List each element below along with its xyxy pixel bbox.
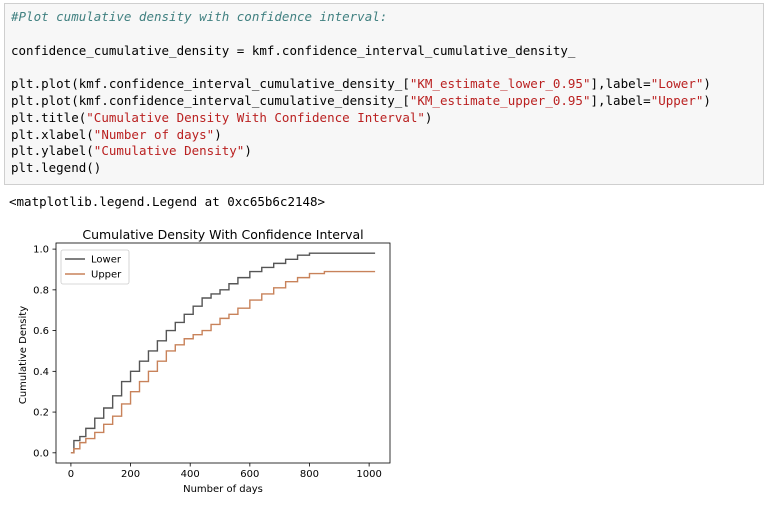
code-text: ) bbox=[214, 126, 222, 142]
code-text: plt.xlabel( bbox=[11, 126, 94, 142]
y-tick-label: 0.8 bbox=[33, 285, 49, 296]
x-tick-label: 400 bbox=[181, 469, 200, 480]
y-tick-label: 0.6 bbox=[33, 326, 49, 337]
code-string: "Number of days" bbox=[93, 126, 215, 142]
code-line: plt.ylabel("Cumulative Density") bbox=[11, 143, 252, 159]
code-text: plt.plot(kmf.confidence_interval_cumulat… bbox=[11, 76, 410, 92]
plot-frame bbox=[55, 242, 391, 464]
x-tick-label: 200 bbox=[121, 469, 140, 480]
code-cell[interactable]: #Plot cumulative density with confidence… bbox=[4, 3, 764, 185]
x-tick-label: 1000 bbox=[356, 469, 381, 480]
code-text: ],label= bbox=[590, 93, 651, 108]
y-tick-label: 0.0 bbox=[33, 448, 49, 459]
y-tick-label: 1.0 bbox=[33, 245, 49, 256]
series-line-upper bbox=[70, 270, 376, 454]
chart-title: Cumulative Density With Confidence Inter… bbox=[82, 227, 363, 242]
code-string: "Lower" bbox=[650, 76, 704, 92]
code-line: plt.legend() bbox=[11, 160, 101, 176]
code-string: "KM_estimate_upper_0.95" bbox=[409, 93, 591, 108]
code-text: plt.title( bbox=[11, 109, 87, 125]
chart: Cumulative Density With Confidence Inter… bbox=[18, 227, 391, 495]
code-comment: #Plot cumulative density with confidence… bbox=[11, 9, 388, 24]
code-text: ) bbox=[703, 76, 711, 92]
code-line: plt.plot(kmf.confidence_interval_cumulat… bbox=[11, 76, 711, 92]
y-tick-label: 0.4 bbox=[33, 367, 49, 378]
code-text: ) bbox=[244, 143, 252, 159]
y-axis-label: Cumulative Density bbox=[18, 306, 29, 404]
x-tick-label: 600 bbox=[240, 469, 259, 480]
x-tick-label: 0 bbox=[68, 469, 74, 480]
code-text: confidence_cumulative_density = kmf.conf… bbox=[11, 42, 576, 58]
code-string: "Upper" bbox=[650, 93, 704, 108]
code-text: ) bbox=[424, 109, 433, 125]
legend-label-lower: Lower bbox=[91, 255, 122, 266]
code-line: plt.title("Cumulative Density With Confi… bbox=[11, 110, 432, 126]
code-string: "KM_estimate_lower_0.95" bbox=[409, 76, 591, 92]
series-line-lower bbox=[70, 252, 376, 454]
code-string: "Cumulative Density With Confidence Inte… bbox=[86, 109, 425, 125]
output-repr: <matplotlib.legend.Legend at 0xc65b6c214… bbox=[9, 194, 326, 209]
y-tick-label: 0.2 bbox=[33, 408, 49, 419]
legend-label-upper: Upper bbox=[91, 270, 122, 281]
code-text: plt.ylabel( bbox=[11, 143, 94, 159]
code-line: plt.plot(kmf.confidence_interval_cumulat… bbox=[11, 93, 711, 109]
code-line: #Plot cumulative density with confidence… bbox=[11, 9, 387, 25]
code-text: ) bbox=[703, 93, 711, 108]
code-text: plt.legend() bbox=[11, 160, 102, 176]
x-tick-label: 800 bbox=[300, 469, 319, 480]
x-axis-label: Number of days bbox=[183, 484, 263, 495]
code-text: ],label= bbox=[590, 76, 651, 92]
code-line: plt.xlabel("Number of days") bbox=[11, 127, 222, 143]
code-line: confidence_cumulative_density = kmf.conf… bbox=[11, 43, 575, 59]
legend: Lower Upper bbox=[60, 249, 130, 285]
code-text: plt.plot(kmf.confidence_interval_cumulat… bbox=[11, 93, 410, 108]
code-string: "Cumulative Density" bbox=[93, 143, 245, 159]
